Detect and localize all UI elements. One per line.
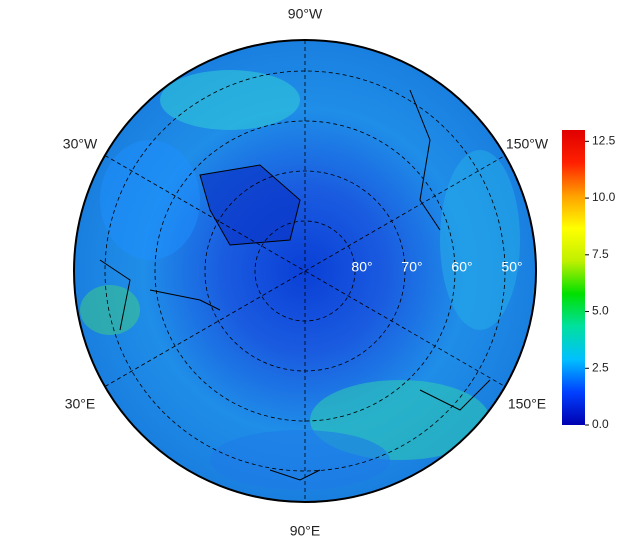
graticule — [104, 40, 506, 502]
longitude-label: 30°W — [63, 136, 98, 152]
longitude-label: 150°W — [506, 136, 549, 152]
map-border — [73, 39, 537, 503]
latitude-label: 60° — [451, 259, 472, 275]
colorbar-tick-label: 10.0 — [592, 190, 616, 204]
longitude-label: 150°E — [508, 396, 546, 412]
colorbar — [562, 130, 585, 425]
latitude-label: 80° — [351, 259, 372, 275]
longitude-label: 90°E — [290, 523, 321, 539]
longitude-label: 90°W — [288, 6, 323, 22]
latitude-label: 50° — [501, 259, 522, 275]
colorbar-tick-label: 5.0 — [592, 304, 609, 318]
latitude-label: 70° — [401, 259, 422, 275]
longitude-label: 30°E — [65, 396, 96, 412]
colorbar-tick-label: 12.5 — [592, 134, 616, 148]
colorbar-tick-label: 0.0 — [592, 417, 609, 431]
colorbar-tick-label: 2.5 — [592, 360, 609, 374]
colorbar-tick-label: 7.5 — [592, 247, 609, 261]
